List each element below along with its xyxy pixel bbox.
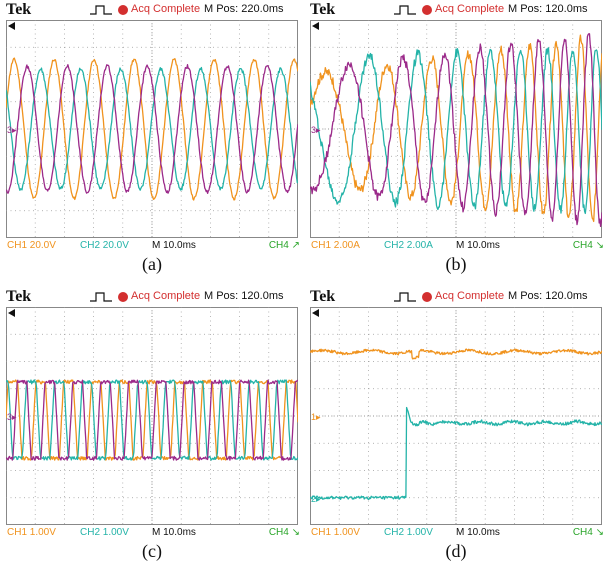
- acq-status: Acq Complete: [435, 3, 505, 15]
- scope-screen: 3▸: [310, 20, 602, 238]
- acq-status: Acq Complete: [131, 3, 201, 15]
- waveform-trace: [310, 47, 602, 215]
- channel-level-marker: 2▸: [311, 494, 321, 504]
- ch1-scale: CH1 2.00A: [311, 240, 360, 251]
- ch4-trigger: CH4 ↗: [268, 240, 300, 251]
- waveform-trace: [6, 57, 298, 201]
- timebase: M 10.0ms: [152, 240, 196, 251]
- waveform-trace: [310, 34, 602, 223]
- trigger-position-icon: [312, 309, 319, 317]
- acq-status: Acq Complete: [435, 290, 505, 302]
- scope-footer: CH1 1.00V CH2 1.00V M 10.0ms CH4 ↘: [304, 525, 608, 541]
- waveform-trace: [6, 66, 298, 191]
- waveform-plot: 3▸: [6, 20, 298, 238]
- acq-status-dot: [118, 292, 128, 302]
- scope-footer: CH1 1.00V CH2 1.00V M 10.0ms CH4 ↘: [0, 525, 304, 541]
- channel-level-marker: 3▸: [7, 125, 17, 135]
- acq-status: Acq Complete: [131, 290, 201, 302]
- m-position: M Pos: 120.0ms: [508, 3, 588, 15]
- scope-panel-c: Tek Acq Complete M Pos: 120.0ms 3▸ CH1 1…: [0, 287, 304, 574]
- acq-status-dot: [422, 5, 432, 15]
- ch2-scale: CH2 20.0V: [80, 240, 129, 251]
- ch1-scale: CH1 20.0V: [7, 240, 56, 251]
- brand-label: Tek: [6, 1, 32, 18]
- waveform-plot: 1▸ 2▸: [310, 307, 602, 525]
- trigger-icon: [90, 292, 112, 302]
- m-position: M Pos: 120.0ms: [204, 290, 284, 302]
- scope-footer: CH1 20.0V CH2 20.0V M 10.0ms CH4 ↗: [0, 238, 304, 254]
- scope-panel-b: Tek Acq Complete M Pos: 120.0ms 3▸ CH1 2…: [304, 0, 608, 287]
- scope-header: Tek Acq Complete M Pos: 120.0ms: [304, 0, 608, 22]
- ch1-scale: CH1 1.00V: [311, 527, 360, 538]
- acq-status-dot: [118, 5, 128, 15]
- brand-label: Tek: [310, 1, 336, 18]
- trigger-icon: [90, 5, 112, 15]
- panel-caption: (c): [142, 541, 162, 561]
- timebase: M 10.0ms: [152, 527, 196, 538]
- trigger-icon: [394, 292, 416, 302]
- scope-header: Tek Acq Complete M Pos: 120.0ms: [0, 287, 304, 309]
- panel-caption: (a): [142, 254, 162, 274]
- scope-footer: CH1 2.00A CH2 2.00A M 10.0ms CH4 ↘: [304, 238, 608, 254]
- timebase: M 10.0ms: [456, 527, 500, 538]
- waveform-trace: [6, 64, 298, 195]
- waveform-plot: 3▸: [310, 20, 602, 238]
- waveform-trace: [310, 33, 602, 228]
- channel-level-marker: 1▸: [311, 412, 321, 422]
- channel-level-marker: 3▸: [7, 412, 17, 422]
- scope-screen: 1▸ 2▸: [310, 307, 602, 525]
- scope-header: Tek Acq Complete M Pos: 220.0ms: [0, 0, 304, 22]
- timebase: M 10.0ms: [456, 240, 500, 251]
- waveform-trace: [6, 379, 298, 461]
- scope-screen: 3▸: [6, 20, 298, 238]
- ch2-scale: CH2 1.00V: [80, 527, 129, 538]
- ch1-scale: CH1 1.00V: [7, 527, 56, 538]
- ch4-trigger: CH4 ↘: [572, 240, 604, 251]
- trigger-icon: [394, 5, 416, 15]
- brand-label: Tek: [310, 288, 336, 305]
- trigger-position-icon: [312, 22, 319, 30]
- scope-header: Tek Acq Complete M Pos: 120.0ms: [304, 287, 608, 309]
- panel-caption: (d): [445, 541, 467, 561]
- waveform-trace: [6, 379, 298, 461]
- waveform-trace: [310, 348, 602, 360]
- waveform-plot: 3▸: [6, 307, 298, 525]
- scope-screen: 3▸: [6, 307, 298, 525]
- trigger-position-icon: [8, 309, 15, 317]
- ch2-scale: CH2 2.00A: [384, 240, 433, 251]
- ch4-trigger: CH4 ↘: [572, 527, 604, 538]
- m-position: M Pos: 120.0ms: [508, 290, 588, 302]
- waveform-trace: [310, 406, 602, 501]
- ch4-trigger: CH4 ↘: [268, 527, 300, 538]
- brand-label: Tek: [6, 288, 32, 305]
- trigger-position-icon: [8, 22, 15, 30]
- scope-panel-a: Tek Acq Complete M Pos: 220.0ms 3▸ CH1 2…: [0, 0, 304, 287]
- channel-level-marker: 3▸: [311, 125, 321, 135]
- acq-status-dot: [422, 292, 432, 302]
- ch2-scale: CH2 1.00V: [384, 527, 433, 538]
- m-position: M Pos: 220.0ms: [204, 3, 284, 15]
- panel-caption: (b): [445, 254, 467, 274]
- scope-panel-d: Tek Acq Complete M Pos: 120.0ms 1▸ 2▸ CH1…: [304, 287, 608, 574]
